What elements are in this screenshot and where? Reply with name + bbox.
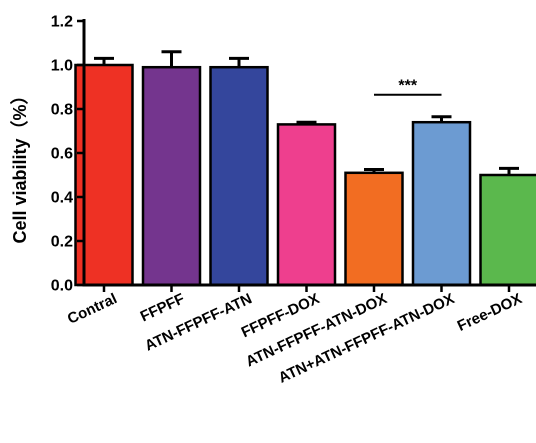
x-tick-label-7: Free-DOX [455, 290, 525, 335]
bar-3 [209, 65, 269, 287]
bar-6 [411, 120, 472, 287]
y-axis-title: Cell viability（%） [10, 86, 30, 243]
y-tick-label-1: 0.2 [51, 234, 73, 251]
y-tick-label-2: 0.4 [51, 190, 73, 207]
bar-7 [479, 173, 536, 287]
y-tick-label-3: 0.6 [51, 146, 73, 163]
bar-2 [141, 65, 202, 287]
y-tick-label-4: 0.8 [51, 102, 73, 119]
significance-label-1: *** [398, 78, 417, 95]
x-tick-label-2: FFPFF [138, 290, 187, 325]
bar-5 [344, 171, 404, 287]
y-tick-label-5: 1.0 [51, 58, 73, 75]
bar-4 [276, 123, 337, 287]
y-tick-label-6: 1.2 [51, 14, 73, 31]
x-tick-label-1: Contral [65, 290, 120, 328]
y-tick-label-0: 0.0 [51, 278, 73, 295]
